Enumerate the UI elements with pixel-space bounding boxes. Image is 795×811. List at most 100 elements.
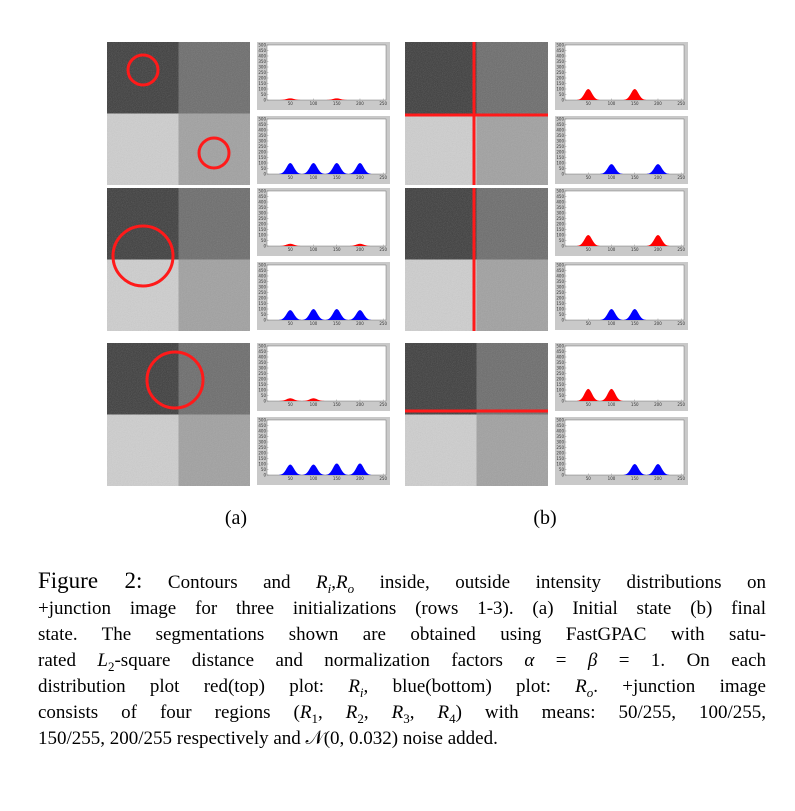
histogram-peak [623,464,646,475]
caption-text: +junction image for three initialization… [38,598,766,619]
math: 𝒩 [305,728,324,749]
x-tick-label: 150 [333,175,341,180]
x-tick-label: 200 [356,402,364,407]
x-tick-label: 50 [586,321,592,326]
noise [107,343,250,486]
y-tick-label: 50 [559,467,565,472]
x-tick-label: 100 [310,101,318,106]
histogram-peak [302,309,325,320]
x-tick-label: 100 [608,247,616,252]
x-tick-label: 200 [654,476,662,481]
x-tick-label: 50 [586,402,592,407]
y-tick-label: 0 [263,243,266,248]
y-tick-label: 150 [258,301,266,306]
caption: Figure 2: Contours and Ri,Ro inside, out… [38,568,766,752]
y-tick-label: 450 [556,268,564,273]
x-tick-label: 150 [631,101,639,106]
y-tick-label: 400 [556,273,564,278]
x-tick-label: 250 [677,321,685,326]
math: R [391,702,404,723]
histogram-peak [325,463,348,475]
y-tick-label: 200 [258,295,266,300]
y-tick-label: 450 [556,194,564,199]
caption-text: consists of four regions ( [38,702,300,723]
image [107,343,250,486]
x-tick-label: 150 [631,175,639,180]
histogram-peak [279,398,302,401]
y-tick-label: 50 [261,467,267,472]
plot-area [266,419,387,476]
histogram-peak [348,310,372,320]
caption-label: Figure 2: [38,568,143,593]
y-tick-label: 150 [556,81,564,86]
y-tick-label: 450 [556,349,564,354]
y-tick-label: 500 [556,262,564,267]
y-tick-label: 300 [556,138,564,143]
y-tick-label: 100 [556,160,564,165]
math: R [316,572,328,593]
y-tick-label: 350 [556,434,564,439]
y-tick-label: 450 [258,48,266,53]
y-tick-label: 350 [258,279,266,284]
x-tick-label: 250 [677,476,685,481]
caption-text: ) with means: 50/255, 100/255, [455,702,767,723]
plot-area [266,190,387,247]
x-tick-label: 150 [631,321,639,326]
caption-text: rated [38,650,98,671]
y-tick-label: 200 [556,450,564,455]
x-tick-label: 100 [608,175,616,180]
y-tick-label: 100 [258,387,266,392]
histogram-peak [600,309,623,320]
x-tick-label: 200 [654,101,662,106]
caption-text: = 1. On each [597,650,766,671]
y-tick-label: 400 [258,354,266,359]
math: R [575,676,587,697]
y-tick-label: 300 [258,64,266,69]
y-tick-label: 0 [561,398,564,403]
y-tick-label: 350 [258,205,266,210]
x-tick-label: 150 [631,476,639,481]
x-tick-label: 250 [677,101,685,106]
y-tick-label: 250 [556,371,564,376]
histogram-peak [325,309,348,320]
y-tick-label: 150 [258,155,266,160]
x-tick-label: 100 [310,321,318,326]
x-tick-label: 50 [288,476,294,481]
y-tick-label: 350 [258,434,266,439]
y-tick-label: 50 [261,393,267,398]
y-tick-label: 300 [258,284,266,289]
y-tick-label: 450 [258,423,266,428]
histogram-peak [600,388,623,401]
x-tick-label: 50 [586,101,592,106]
y-tick-label: 100 [258,232,266,237]
y-tick-label: 300 [556,439,564,444]
caption-text: , [331,572,336,593]
math: R [299,702,312,723]
y-tick-label: 200 [556,295,564,300]
y-tick-label: 350 [556,205,564,210]
caption-line: rated L2-square distance and normalizati… [38,648,766,674]
x-tick-label: 200 [356,101,364,106]
math: L [97,650,108,671]
plot-area [266,118,387,175]
x-tick-label: 250 [379,402,387,407]
math: R [348,676,360,697]
y-tick-label: 500 [556,42,564,47]
x-tick-label: 200 [654,321,662,326]
plot-area [564,118,685,175]
x-tick-label: 50 [586,247,592,252]
x-tick-label: 100 [310,402,318,407]
x-tick-label: 50 [288,101,294,106]
caption-line: distribution plot red(top) plot: Ri, blu… [38,674,766,700]
caption-text: , blue(bottom) plot: [363,676,576,697]
y-tick-label: 50 [261,238,267,243]
y-tick-label: 500 [556,343,564,348]
histogram-peak [302,464,325,475]
y-tick-label: 100 [556,86,564,91]
y-tick-label: 150 [556,301,564,306]
math: 4 [449,710,456,726]
plot-area [564,419,685,476]
y-tick-label: 200 [258,221,266,226]
noise [405,343,548,486]
image [405,343,548,486]
